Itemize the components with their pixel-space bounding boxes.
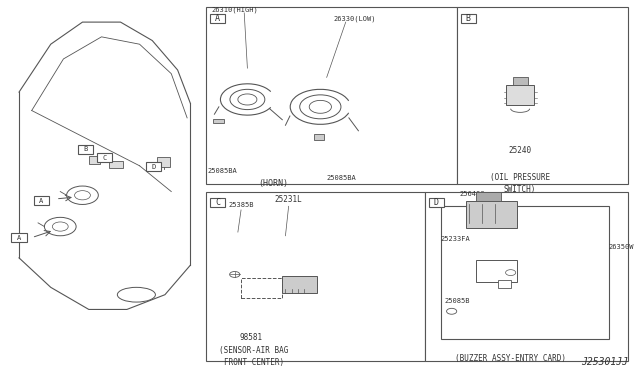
FancyBboxPatch shape [461, 14, 476, 23]
Text: (BUZZER ASSY-ENTRY CARD): (BUZZER ASSY-ENTRY CARD) [455, 354, 566, 363]
Text: A: A [39, 198, 44, 204]
Text: 25640G: 25640G [460, 191, 485, 197]
Bar [241, 278, 282, 298]
Bar [282, 276, 317, 293]
Text: 25231L: 25231L [275, 195, 303, 205]
Bar [441, 206, 609, 339]
Text: 25385B: 25385B [228, 202, 254, 208]
Bar [212, 119, 224, 124]
FancyBboxPatch shape [78, 145, 93, 154]
FancyBboxPatch shape [12, 233, 27, 242]
Text: B: B [466, 14, 470, 23]
Text: 25233FA: 25233FA [441, 237, 470, 243]
Text: (HORN): (HORN) [258, 179, 288, 187]
Bar [513, 77, 528, 85]
Bar [425, 192, 628, 361]
Text: D: D [434, 198, 439, 207]
Bar [506, 85, 534, 105]
FancyBboxPatch shape [210, 14, 225, 23]
Text: C: C [215, 198, 220, 207]
Text: 25085BA: 25085BA [326, 175, 356, 181]
Text: 25085BA: 25085BA [207, 168, 237, 174]
Bar [457, 7, 628, 184]
FancyBboxPatch shape [97, 153, 112, 162]
Bar [89, 156, 100, 164]
Text: A: A [17, 235, 21, 241]
Text: 26330(LOW): 26330(LOW) [334, 16, 376, 22]
FancyBboxPatch shape [146, 162, 161, 171]
Bar [157, 157, 170, 167]
FancyBboxPatch shape [210, 198, 225, 207]
Ellipse shape [117, 287, 156, 302]
Text: 98581: 98581 [239, 333, 262, 342]
Bar [206, 192, 425, 361]
Text: 25085B: 25085B [444, 298, 470, 304]
FancyBboxPatch shape [429, 198, 444, 207]
Text: C: C [102, 155, 107, 161]
Text: (OIL PRESSURE
SWITCH): (OIL PRESSURE SWITCH) [490, 173, 550, 194]
Text: 25240: 25240 [509, 145, 532, 154]
Text: 26310(HIGH): 26310(HIGH) [211, 6, 258, 13]
Bar [314, 134, 323, 140]
Bar [476, 192, 501, 201]
Bar [109, 161, 123, 168]
Text: B: B [83, 146, 88, 152]
Text: 26350W: 26350W [609, 244, 634, 250]
Text: A: A [215, 14, 220, 23]
Bar [476, 260, 517, 282]
Text: (SENSOR-AIR BAG
FRONT CENTER): (SENSOR-AIR BAG FRONT CENTER) [219, 346, 289, 367]
Bar [206, 7, 457, 184]
Text: D: D [152, 164, 156, 170]
Bar [466, 201, 517, 228]
Text: J25301JJ: J25301JJ [581, 356, 628, 366]
FancyBboxPatch shape [34, 196, 49, 205]
Bar [498, 280, 511, 288]
